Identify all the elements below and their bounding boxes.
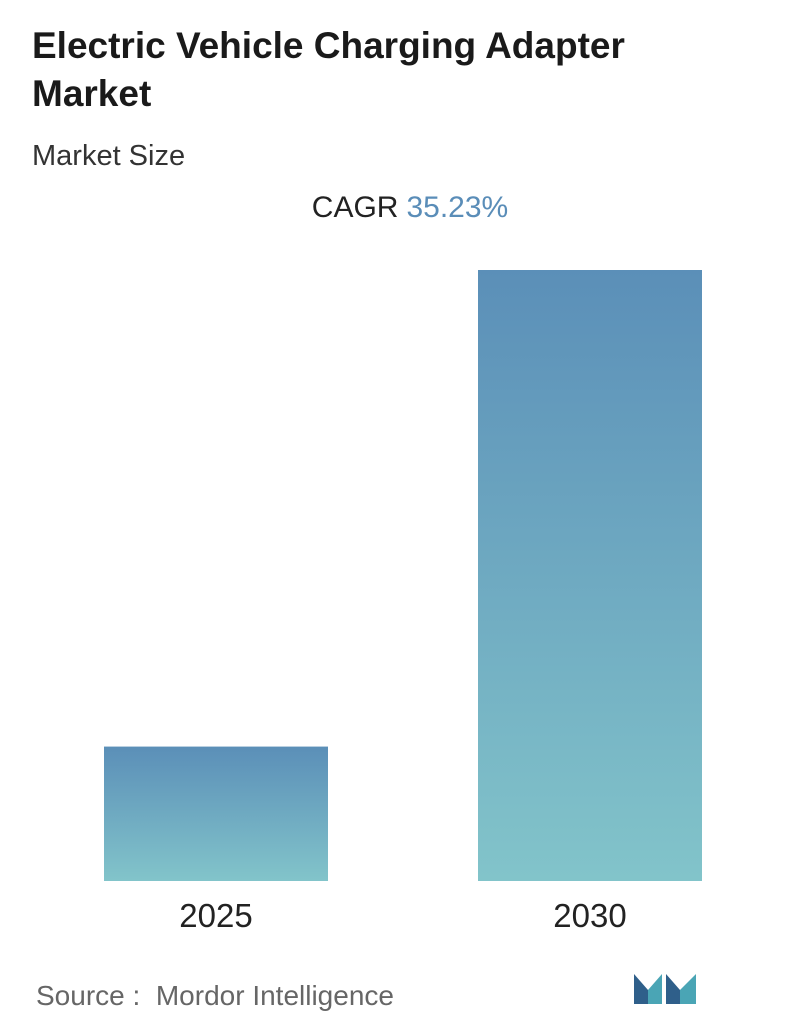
- cagr-value: 35.23%: [406, 191, 509, 224]
- x-tick-label-2030: 2030: [553, 897, 626, 934]
- cagr-annotation: CAGR 35.23%: [0, 188, 796, 228]
- chart-subtitle: Market Size: [32, 140, 186, 172]
- bar-2030: [478, 270, 702, 881]
- source-note: Source : Mordor Intelligence: [36, 978, 394, 1014]
- source-label: Source :: [36, 980, 141, 1011]
- x-axis-tick-labels: 2025 2030: [179, 897, 626, 934]
- x-tick-label-2025: 2025: [179, 897, 252, 934]
- cagr-label: CAGR: [311, 191, 399, 224]
- chart-title: Electric Vehicle Charging Adapter Market: [32, 25, 625, 114]
- source-name: Mordor Intelligence: [155, 980, 394, 1011]
- bar-2025: [104, 746, 328, 881]
- bars-group: [104, 270, 702, 881]
- mordor-intelligence-logo-icon: [634, 974, 696, 1004]
